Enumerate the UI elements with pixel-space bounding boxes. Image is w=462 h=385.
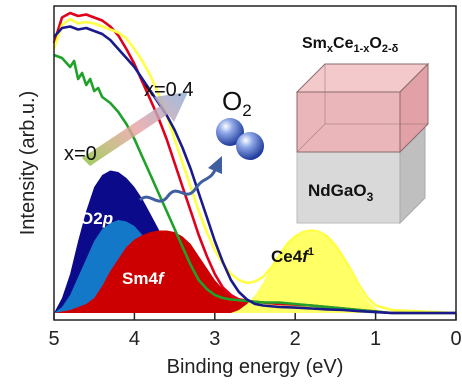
- spectral-components: [54, 170, 384, 313]
- component-ce4f1-3: [230, 232, 384, 313]
- film-hidden-edge: [296, 123, 326, 153]
- plot-frame: [53, 5, 457, 321]
- x-tick-label: 3: [209, 328, 220, 350]
- x-tick-label: 5: [48, 328, 59, 350]
- film-formula: SmxCe1-xO2-δ: [302, 35, 399, 55]
- component-sm4f-2: [54, 230, 376, 313]
- label-sm4f: Sm4f: [122, 269, 166, 288]
- label-o2p: O2p: [80, 209, 113, 228]
- x-tick-label: 2: [290, 328, 301, 350]
- wavy-arrowhead: [208, 156, 222, 174]
- y-axis-title: Intensity (arb.u.): [17, 91, 39, 236]
- label-ce4f1: Ce4f1: [271, 246, 314, 266]
- spectrum-line-2: [53, 53, 456, 315]
- o2-atom: [236, 132, 264, 160]
- composition-arrow: [82, 92, 188, 166]
- x-tick-label: 4: [129, 328, 140, 350]
- x-axis-title: Binding energy (eV): [167, 356, 344, 378]
- x-tick-label: 0: [450, 328, 461, 350]
- sample-schematic: SmxCe1-xO2-δ NdGaO3: [295, 35, 430, 225]
- x-tick-label: 1: [370, 328, 381, 350]
- x-axis: 5 4 3 2 1 0: [48, 313, 462, 350]
- label-x04: x=0.4: [144, 79, 193, 101]
- film-front: [296, 91, 401, 153]
- o2-label: O2: [222, 86, 252, 120]
- o2-molecule: [216, 118, 264, 160]
- substrate-label: NdGaO3: [308, 181, 374, 204]
- label-x0: x=0: [64, 143, 97, 165]
- o2-atom: [216, 118, 244, 146]
- wavy-arrow: [138, 167, 218, 203]
- spectrum-line-3: [53, 25, 456, 315]
- spectra-lines: [52, 11, 457, 315]
